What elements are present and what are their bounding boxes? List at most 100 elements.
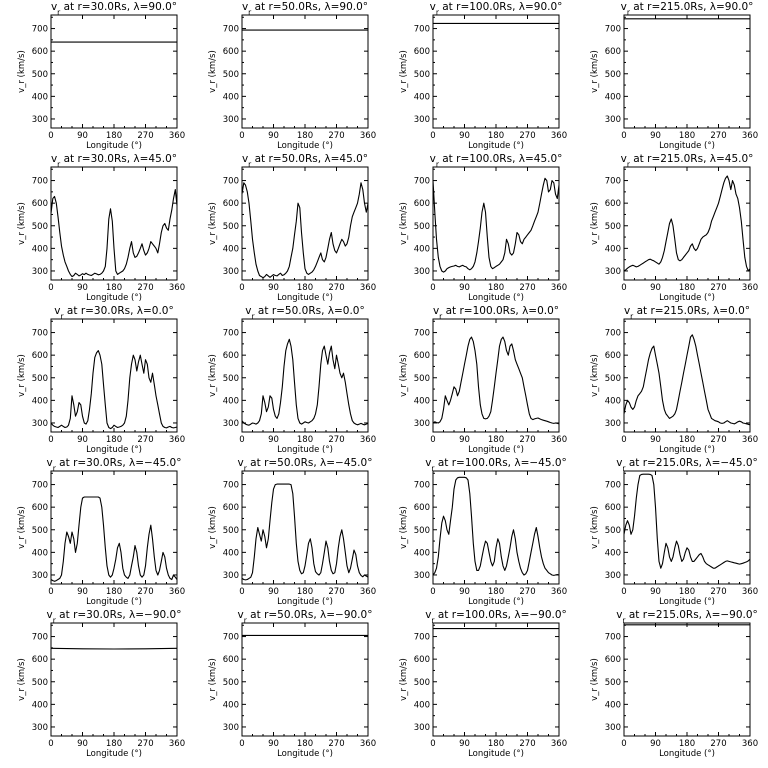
y-tick-label: 400: [32, 700, 48, 710]
x-tick-label: 90: [650, 739, 661, 749]
x-tick-label: 0: [239, 283, 244, 293]
plot-frame: [50, 622, 178, 737]
y-tick-label: 500: [32, 222, 48, 232]
y-tick-label: 500: [414, 222, 430, 232]
x-axis-label: Longitude (°): [659, 597, 715, 607]
x-tick-label: 0: [621, 435, 626, 445]
panel-5: vr at r=30.0Rs, λ=45.0° 0 90 180 270 360 300 40…: [17, 153, 185, 303]
series-line: [241, 182, 369, 279]
y-tick-label: 500: [605, 678, 621, 688]
y-tick-label: 400: [605, 92, 621, 102]
y-tick-label: 400: [414, 396, 430, 406]
x-axis-label: Longitude (°): [86, 749, 142, 759]
x-tick-label: 270: [328, 283, 344, 293]
title-text: at r=50.0Rs, λ=0.0°: [255, 305, 365, 317]
panel-12: vr at r=215.0Rs, λ=0.0° 0 90 180 270 360 300 40…: [590, 305, 758, 455]
plot-frame: [50, 14, 178, 129]
x-tick-label: 90: [268, 131, 279, 141]
y-tick-label: 300: [414, 571, 430, 581]
y-tick-label: 400: [223, 700, 239, 710]
x-tick-label: 0: [621, 131, 626, 141]
x-tick-label: 270: [710, 739, 726, 749]
y-tick-label: 300: [414, 115, 430, 125]
panel-title: vr at r=100.0Rs, λ=45.0°: [430, 153, 563, 169]
y-axis-label: v_r (km/s): [208, 658, 218, 701]
y-tick-label: 300: [605, 115, 621, 125]
y-axis-label: v_r (km/s): [399, 506, 409, 549]
y-axis-label: v_r (km/s): [399, 50, 409, 93]
x-tick-label: 0: [430, 435, 435, 445]
title-symbol: v: [624, 305, 630, 317]
y-tick-label: 700: [605, 177, 621, 187]
y-axis-label: v_r (km/s): [208, 202, 218, 245]
y-tick-label: 700: [414, 177, 430, 187]
title-subscript: r: [248, 8, 252, 17]
series-line: [623, 473, 751, 569]
x-tick-label: 270: [519, 587, 535, 597]
x-tick-label: 180: [297, 435, 313, 445]
panel-title: vr at r=50.0Rs, λ=−90.0°: [238, 609, 373, 625]
series-line: [241, 483, 369, 581]
y-tick-label: 700: [414, 481, 430, 491]
title-subscript: r: [436, 160, 440, 169]
x-tick-label: 90: [268, 739, 279, 749]
y-tick-label: 300: [414, 723, 430, 733]
x-tick-label: 0: [430, 131, 435, 141]
title-symbol: v: [47, 457, 53, 469]
title-subscript: r: [439, 312, 443, 321]
y-tick-label: 500: [414, 374, 430, 384]
title-symbol: v: [242, 153, 248, 165]
title-subscript: r: [627, 160, 631, 169]
x-tick-label: 180: [679, 587, 695, 597]
y-tick-label: 300: [223, 723, 239, 733]
y-tick-label: 600: [223, 47, 239, 57]
y-tick-label: 700: [605, 329, 621, 339]
y-tick-label: 300: [223, 571, 239, 581]
title-symbol: v: [242, 1, 248, 13]
y-tick-label: 400: [223, 244, 239, 254]
series-line: [432, 336, 560, 425]
x-tick-label: 180: [679, 739, 695, 749]
y-tick-label: 300: [414, 267, 430, 277]
title-symbol: v: [238, 457, 244, 469]
plot-frame: [50, 166, 178, 281]
x-axis-label: Longitude (°): [277, 749, 333, 759]
x-axis-label: Longitude (°): [86, 597, 142, 607]
title-text: at r=30.0Rs, λ=−45.0°: [56, 457, 182, 469]
panel-title: vr at r=50.0Rs, λ=−45.0°: [238, 457, 373, 473]
plot-frame: [623, 318, 751, 433]
x-tick-label: 270: [137, 739, 153, 749]
title-text: at r=215.0Rs, λ=−45.0°: [626, 457, 758, 469]
title-subscript: r: [622, 616, 626, 625]
y-tick-label: 400: [32, 244, 48, 254]
y-axis-label: v_r (km/s): [399, 354, 409, 397]
panel-title: vr at r=100.0Rs, λ=0.0°: [433, 305, 559, 321]
x-tick-label: 180: [297, 283, 313, 293]
x-tick-label: 0: [621, 283, 626, 293]
x-axis-label: Longitude (°): [659, 141, 715, 151]
y-tick-label: 700: [32, 25, 48, 35]
y-axis-label: v_r (km/s): [17, 658, 27, 701]
y-tick-label: 500: [32, 374, 48, 384]
panel-8: vr at r=215.0Rs, λ=45.0° 0 90 180 270 360 300 4…: [590, 153, 758, 303]
y-tick-label: 400: [414, 244, 430, 254]
x-tick-label: 270: [519, 283, 535, 293]
x-tick-label: 180: [297, 587, 313, 597]
title-symbol: v: [51, 153, 57, 165]
panel-title: vr at r=30.0Rs, λ=−90.0°: [47, 609, 182, 625]
x-tick-label: 270: [137, 283, 153, 293]
x-axis-label: Longitude (°): [659, 445, 715, 455]
y-axis-label: v_r (km/s): [590, 658, 600, 701]
y-tick-label: 400: [605, 396, 621, 406]
y-tick-label: 500: [223, 374, 239, 384]
x-tick-label: 180: [106, 739, 122, 749]
panel-title: vr at r=30.0Rs, λ=90.0°: [51, 1, 177, 17]
series-line: [432, 177, 560, 273]
y-tick-label: 400: [223, 396, 239, 406]
series-line: [50, 496, 178, 582]
title-subscript: r: [57, 8, 61, 17]
x-tick-label: 270: [328, 587, 344, 597]
x-tick-label: 90: [459, 435, 470, 445]
y-tick-label: 400: [605, 548, 621, 558]
y-axis-label: v_r (km/s): [399, 202, 409, 245]
